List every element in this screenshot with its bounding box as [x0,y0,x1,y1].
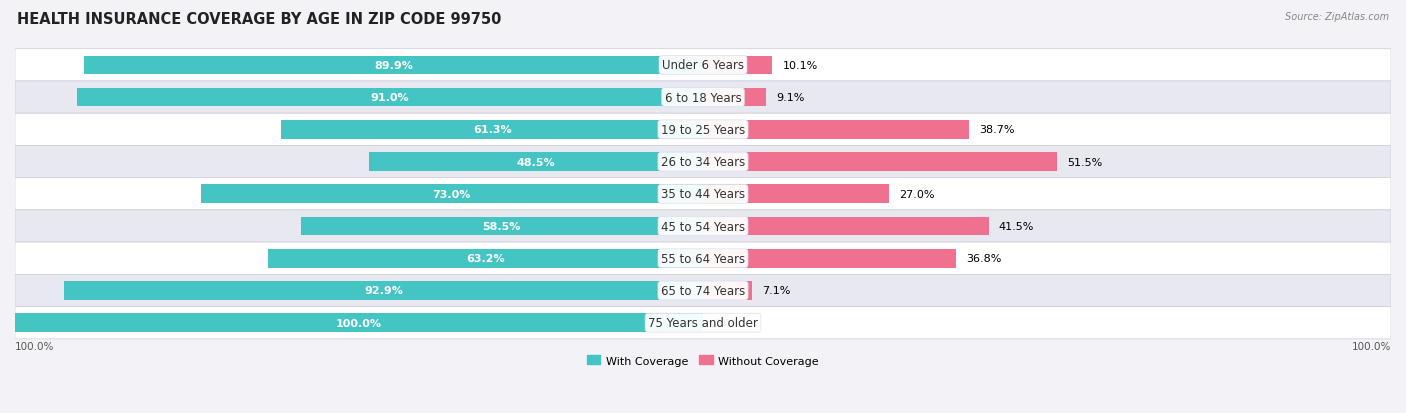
Text: HEALTH INSURANCE COVERAGE BY AGE IN ZIP CODE 99750: HEALTH INSURANCE COVERAGE BY AGE IN ZIP … [17,12,502,27]
FancyBboxPatch shape [15,178,1391,210]
Text: 73.0%: 73.0% [433,189,471,199]
Text: 26 to 34 Years: 26 to 34 Years [661,156,745,169]
Bar [63,282,703,300]
Text: 55 to 64 Years: 55 to 64 Years [661,252,745,265]
Bar [77,88,703,107]
FancyBboxPatch shape [15,82,1391,114]
Bar [703,121,969,139]
Bar [84,56,703,75]
Text: Under 6 Years: Under 6 Years [662,59,744,72]
Bar [703,185,889,204]
FancyBboxPatch shape [15,146,1391,178]
Bar [281,121,703,139]
Text: 100.0%: 100.0% [336,318,382,328]
Bar [269,249,703,268]
Text: 36.8%: 36.8% [966,254,1002,263]
Text: 35 to 44 Years: 35 to 44 Years [661,188,745,201]
Text: 38.7%: 38.7% [980,125,1015,135]
Bar [703,282,752,300]
Text: 45 to 54 Years: 45 to 54 Years [661,220,745,233]
FancyBboxPatch shape [15,50,1391,82]
Text: 58.5%: 58.5% [482,221,522,231]
FancyBboxPatch shape [15,275,1391,307]
Bar [15,313,703,332]
FancyBboxPatch shape [15,210,1391,242]
Text: 0.0%: 0.0% [713,318,741,328]
Bar [703,56,772,75]
Text: 91.0%: 91.0% [371,93,409,103]
Text: 100.0%: 100.0% [1351,342,1391,351]
Text: 41.5%: 41.5% [998,221,1035,231]
FancyBboxPatch shape [15,114,1391,146]
Text: 10.1%: 10.1% [783,61,818,71]
Text: 92.9%: 92.9% [364,286,404,296]
Text: 51.5%: 51.5% [1067,157,1102,167]
Bar [370,153,703,171]
FancyBboxPatch shape [15,307,1391,339]
Text: 6 to 18 Years: 6 to 18 Years [665,91,741,104]
Legend: With Coverage, Without Coverage: With Coverage, Without Coverage [582,351,824,370]
Text: 65 to 74 Years: 65 to 74 Years [661,284,745,297]
Bar [301,217,703,236]
Text: 48.5%: 48.5% [517,157,555,167]
Text: 61.3%: 61.3% [472,125,512,135]
Text: 7.1%: 7.1% [762,286,790,296]
Text: 75 Years and older: 75 Years and older [648,316,758,330]
Text: 19 to 25 Years: 19 to 25 Years [661,123,745,136]
Text: 27.0%: 27.0% [898,189,935,199]
Text: 89.9%: 89.9% [374,61,413,71]
Text: 100.0%: 100.0% [15,342,55,351]
Bar [201,185,703,204]
Bar [703,153,1057,171]
Text: 9.1%: 9.1% [776,93,804,103]
FancyBboxPatch shape [15,242,1391,275]
Text: 63.2%: 63.2% [467,254,505,263]
Bar [703,88,766,107]
Bar [703,249,956,268]
Text: Source: ZipAtlas.com: Source: ZipAtlas.com [1285,12,1389,22]
Bar [703,217,988,236]
